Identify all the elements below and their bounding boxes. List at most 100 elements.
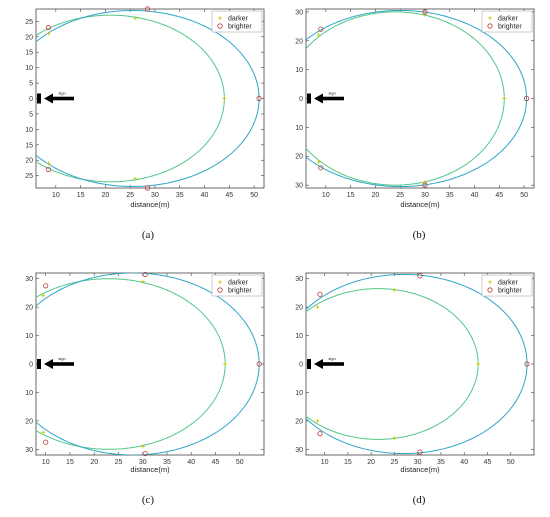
x-tick-label: 40 (187, 459, 195, 466)
brighter-marker (43, 283, 49, 289)
brighter-marker (317, 291, 323, 297)
y-tick-label: 20 (25, 418, 33, 425)
x-tick-label: 15 (77, 192, 85, 199)
y-tick-label: 30 (295, 9, 303, 16)
sign-arrow-shaft (322, 362, 344, 366)
y-tick-label: 10 (25, 127, 33, 134)
sign-arrow-head (314, 359, 323, 369)
sign-label: sign (328, 356, 335, 361)
x-tick-label: 50 (250, 192, 258, 199)
x-tick-label: 15 (66, 459, 74, 466)
x-tick-label: 40 (460, 459, 468, 466)
chart-panel-2: 10 15 20 25 30 35 40 45 503020100102030distance(… (295, 8, 535, 241)
legend-label: brighter (498, 288, 522, 295)
x-axis-label: distance(m) (400, 465, 440, 474)
y-tick-label: 25 (25, 173, 33, 180)
x-tick-label: 25 (391, 459, 399, 466)
panel-caption: (b) (413, 229, 426, 241)
legend-label: brighter (498, 24, 522, 31)
x-tick-label: 25 (126, 192, 134, 199)
brighter-marker (422, 9, 428, 15)
x-tick-label: 50 (507, 459, 515, 466)
x-tick-label: 10 (52, 192, 60, 199)
x-tick-label: 10 (322, 192, 330, 199)
series-line-darker (36, 278, 226, 450)
series-line-brighter (36, 10, 260, 187)
brighter-marker (45, 24, 51, 31)
y-tick-label: 10 (295, 390, 303, 397)
y-tick-label: 0 (299, 96, 303, 103)
brighter-marker (317, 431, 323, 437)
legend-label: brighter (228, 288, 252, 295)
x-tick-label: 20 (367, 459, 375, 466)
legend-label: darker (228, 16, 249, 23)
curves (36, 10, 260, 187)
legend-box (481, 274, 533, 297)
x-tick-label: 35 (163, 459, 171, 466)
y-tick-label: 5 (29, 111, 33, 118)
sign-arrow-shaft (52, 96, 74, 101)
sign-label: sign (58, 356, 65, 361)
curves (306, 9, 528, 188)
y-tick-label: 20 (295, 38, 303, 45)
x-tick-label: 15 (344, 459, 352, 466)
x-axis-label: distance(m) (400, 200, 440, 209)
sign-block (37, 359, 41, 369)
x-tick-label: 30 (151, 192, 159, 199)
x-tick-label: 50 (236, 459, 244, 466)
curves (36, 273, 260, 455)
brighter-marker (524, 361, 530, 367)
y-tick-label: 10 (295, 125, 303, 132)
sign-block (307, 93, 311, 104)
brighter-marker (144, 6, 151, 12)
y-tick-label: 15 (25, 50, 33, 57)
x-tick-label: 10 (42, 459, 50, 466)
x-tick-label: 35 (437, 459, 445, 466)
series-line-brighter (36, 273, 260, 455)
brighter-marker (142, 450, 148, 457)
x-axis-label: distance(m) (130, 465, 170, 474)
sign-arrow-shaft (52, 362, 74, 366)
x-axis-label: distance(m) (130, 200, 170, 209)
curves (306, 273, 528, 455)
brighter-marker (417, 273, 423, 279)
x-tick-label: 35 (446, 192, 454, 199)
y-tick-label: 0 (29, 362, 33, 369)
brighter-marker (422, 182, 428, 188)
x-tick-label: 30 (414, 459, 422, 466)
brighter-marker (318, 165, 324, 171)
chart-panel-3: 10 15 20 25 30 35 40 45 503020100102030distance(… (25, 271, 265, 506)
sign-label: sign (328, 91, 335, 96)
x-tick-label: 35 (176, 192, 184, 199)
legend-box (481, 10, 533, 33)
x-tick-label: 45 (212, 459, 220, 466)
brighter-marker (43, 439, 49, 445)
series-line-darker (306, 288, 479, 440)
x-tick-label: 25 (115, 459, 123, 466)
legend-label: brighter (228, 24, 252, 31)
sign-block (37, 93, 41, 104)
sign-arrow-head (44, 93, 53, 104)
y-tick-label: 5 (29, 81, 33, 88)
y-tick-label: 15 (25, 142, 33, 149)
sign-arrow-head (44, 359, 53, 369)
x-tick-label: 40 (471, 192, 479, 199)
brighter-marker (142, 271, 148, 278)
x-tick-label: 25 (396, 192, 404, 199)
y-tick-label: 30 (25, 276, 33, 283)
x-tick-label: 10 (321, 459, 329, 466)
x-tick-label: 20 (371, 192, 379, 199)
legend-marker-brighter (217, 287, 223, 293)
x-tick-label: 30 (139, 459, 147, 466)
sign-arrow-shaft (322, 96, 344, 101)
y-tick-label: 10 (25, 390, 33, 397)
x-tick-label: 20 (90, 459, 98, 466)
panel-caption: (d) (413, 494, 426, 506)
y-tick-label: 25 (25, 19, 33, 26)
legend-marker-brighter (487, 23, 493, 29)
x-tick-label: 45 (225, 192, 233, 199)
legend-box (211, 274, 263, 297)
y-tick-label: 10 (25, 65, 33, 72)
